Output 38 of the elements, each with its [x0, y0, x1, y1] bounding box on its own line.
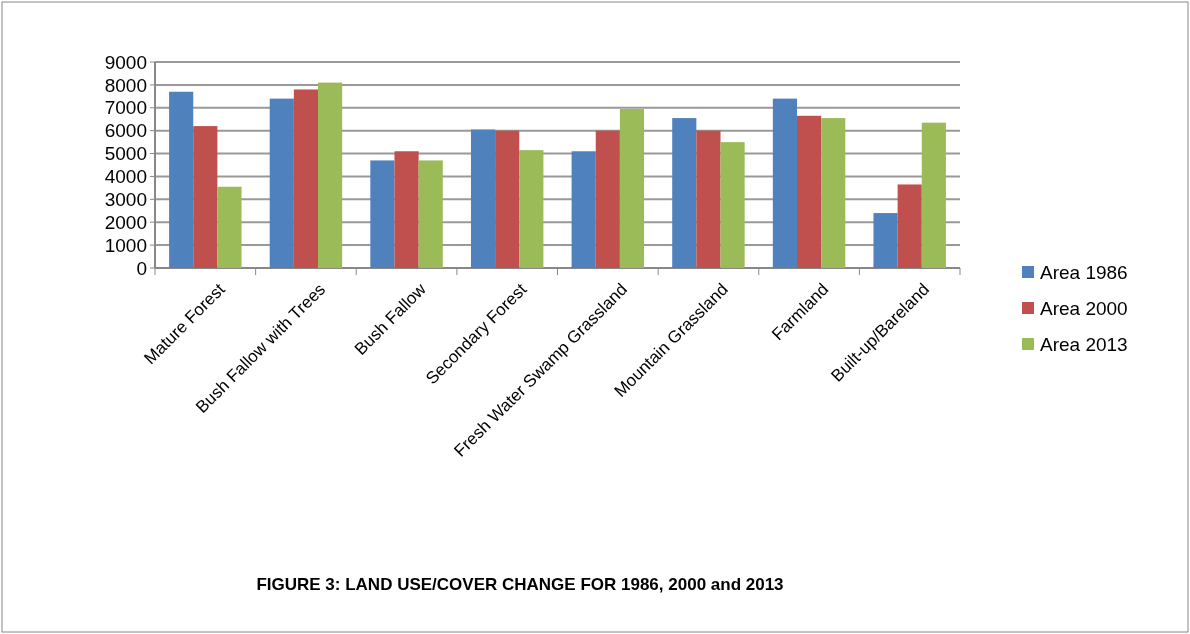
bar — [169, 91, 194, 268]
legend-label: Area 2000 — [1040, 297, 1128, 319]
bar — [821, 118, 846, 268]
bar — [193, 126, 218, 268]
y-tick-label: 8000 — [104, 74, 147, 96]
y-tick-label: 5000 — [104, 143, 147, 165]
bar — [495, 130, 520, 268]
bar — [873, 213, 898, 268]
bar — [418, 160, 443, 268]
bar — [696, 130, 721, 268]
bar — [897, 184, 922, 268]
bar — [269, 98, 294, 268]
bar — [595, 130, 620, 268]
legend-label: Area 1986 — [1040, 261, 1128, 283]
bar — [519, 150, 544, 268]
bar — [619, 108, 645, 268]
y-tick-label: 7000 — [104, 97, 147, 119]
y-tick-label: 9000 — [104, 51, 147, 73]
bar — [470, 129, 496, 268]
bar — [921, 122, 946, 268]
y-tick-label: 4000 — [104, 166, 147, 188]
bar — [394, 151, 419, 268]
bar — [796, 115, 822, 268]
bar — [672, 118, 697, 268]
bar — [217, 186, 242, 268]
y-tick-label: 6000 — [104, 120, 147, 142]
y-tick-label: 1000 — [104, 234, 147, 256]
y-tick-label: 0 — [136, 257, 147, 279]
text: FIGURE 3: LAND USE/COVER CHANGE FOR 1986, 2000 and 2013 — [256, 575, 784, 594]
y-tick-label: 3000 — [104, 188, 147, 210]
legend-label: Area 2013 — [1040, 333, 1128, 355]
bar — [318, 82, 343, 268]
bar — [293, 89, 319, 268]
y-tick-label: 2000 — [104, 211, 147, 233]
bar — [720, 142, 745, 268]
bar — [571, 151, 596, 268]
bar — [370, 160, 395, 268]
bar — [772, 98, 797, 268]
